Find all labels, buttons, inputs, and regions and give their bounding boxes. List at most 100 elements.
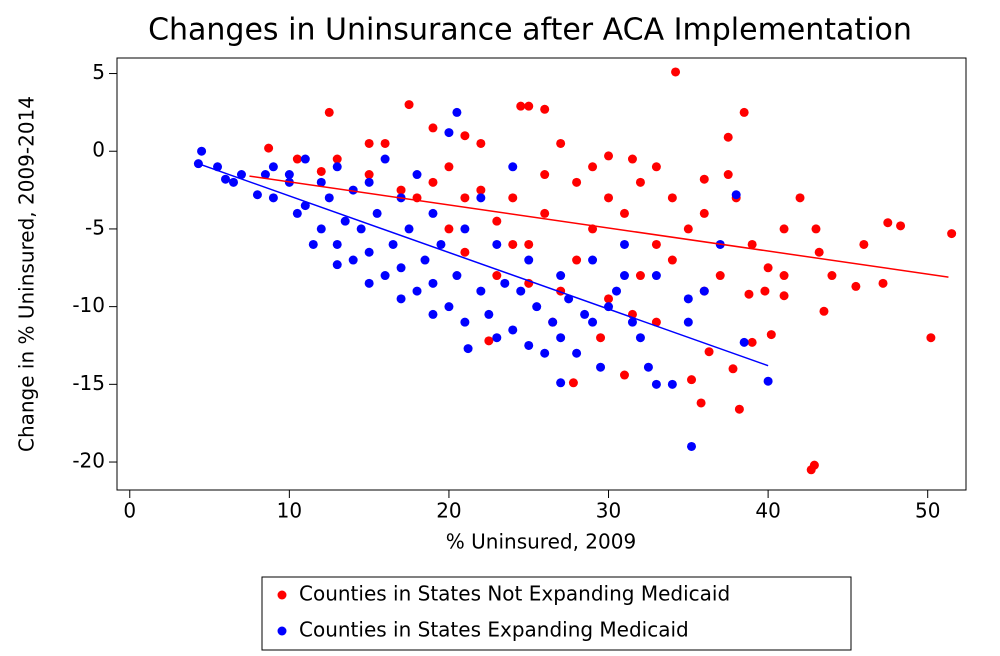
scatter-point xyxy=(728,364,738,374)
scatter-point xyxy=(476,185,486,195)
y-tick-label: 5 xyxy=(92,60,105,84)
scatter-point xyxy=(460,247,470,257)
scatter-point xyxy=(811,224,821,234)
scatter-point xyxy=(260,170,270,180)
scatter-point xyxy=(760,286,770,296)
scatter-point xyxy=(388,239,398,249)
scatter-point xyxy=(878,278,888,288)
scatter-point xyxy=(651,162,661,172)
scatter-point xyxy=(883,218,893,228)
scatter-point xyxy=(699,174,709,184)
scatter-point xyxy=(588,317,598,327)
y-axis-label: Change in % Uninsured, 2009-2014 xyxy=(15,96,39,452)
scatter-point xyxy=(604,151,614,161)
scatter-point xyxy=(540,170,550,180)
scatter-point xyxy=(814,247,824,257)
scatter-point xyxy=(364,170,374,180)
scatter-point xyxy=(316,224,326,234)
scatter-point xyxy=(412,170,422,180)
scatter-point xyxy=(324,107,334,117)
scatter-point xyxy=(556,138,566,148)
scatter-point xyxy=(264,143,274,153)
scatter-point xyxy=(428,177,438,187)
scatter-point xyxy=(635,333,645,343)
scatter-point xyxy=(651,317,661,327)
scatter-point xyxy=(627,154,637,164)
scatter-point xyxy=(540,208,550,218)
scatter-point xyxy=(516,286,526,296)
scatter-point xyxy=(380,271,390,281)
scatter-point xyxy=(380,138,390,148)
scatter-point xyxy=(524,255,534,265)
scatter-point xyxy=(300,154,310,164)
scatter-point xyxy=(619,271,629,281)
scatter-point xyxy=(508,239,518,249)
scatter-point xyxy=(532,302,542,312)
scatter-point xyxy=(809,460,819,470)
scatter-point xyxy=(524,101,534,111)
scatter-point xyxy=(324,193,334,203)
scatter-point xyxy=(723,132,733,142)
scatter-point xyxy=(819,306,829,316)
scatter-point xyxy=(564,294,574,304)
scatter-point xyxy=(500,278,510,288)
scatter-point xyxy=(699,286,709,296)
scatter-point xyxy=(492,239,502,249)
scatter-point xyxy=(926,333,936,343)
scatter-point xyxy=(332,239,342,249)
scatter-point xyxy=(364,177,374,187)
scatter-point xyxy=(292,208,302,218)
scatter-point xyxy=(348,255,358,265)
scatter-point xyxy=(444,128,454,138)
scatter-point xyxy=(896,221,906,231)
scatter-point xyxy=(572,348,582,358)
scatter-point xyxy=(619,370,629,380)
scatter-point xyxy=(404,100,414,110)
scatter-point xyxy=(460,224,470,234)
scatter-point xyxy=(332,162,342,172)
scatter-point xyxy=(508,325,518,335)
scatter-point xyxy=(316,177,326,187)
x-tick-label: 30 xyxy=(596,499,621,523)
scatter-point xyxy=(596,362,606,372)
scatter-point xyxy=(404,224,414,234)
scatter-point xyxy=(524,239,534,249)
y-tick-label: 0 xyxy=(92,138,105,162)
scatter-point xyxy=(540,348,550,358)
scatter-point xyxy=(619,239,629,249)
scatter-point xyxy=(627,317,637,327)
scatter-point xyxy=(460,193,470,203)
scatter-point xyxy=(508,193,518,203)
scatter-point xyxy=(428,278,438,288)
scatter-point xyxy=(364,278,374,288)
scatter-point xyxy=(851,281,861,291)
scatter-point xyxy=(696,398,706,408)
scatter-point xyxy=(460,317,470,327)
scatter-point xyxy=(667,379,677,389)
plot-frame xyxy=(116,57,967,491)
scatter-point xyxy=(779,224,789,234)
scatter-point xyxy=(300,201,310,211)
scatter-point xyxy=(731,190,741,200)
scatter-point xyxy=(348,185,358,195)
scatter-point xyxy=(284,170,294,180)
scatter-point xyxy=(556,271,566,281)
scatter-point xyxy=(540,104,550,114)
scatter-point xyxy=(723,170,733,180)
scatter-point xyxy=(308,239,318,249)
scatter-point xyxy=(484,309,494,319)
scatter-point xyxy=(316,166,326,176)
scatter-point xyxy=(763,376,773,386)
scatter-point xyxy=(779,291,789,301)
scatter-point xyxy=(252,190,262,200)
scatter-point xyxy=(221,174,231,184)
scatter-point xyxy=(197,146,207,156)
scatter-point xyxy=(568,378,578,388)
scatter-point xyxy=(412,286,422,296)
scatter-point xyxy=(556,378,566,388)
scatter-point xyxy=(667,255,677,265)
scatter-point xyxy=(596,333,606,343)
legend-marker xyxy=(277,590,287,600)
scatter-point xyxy=(484,336,494,346)
